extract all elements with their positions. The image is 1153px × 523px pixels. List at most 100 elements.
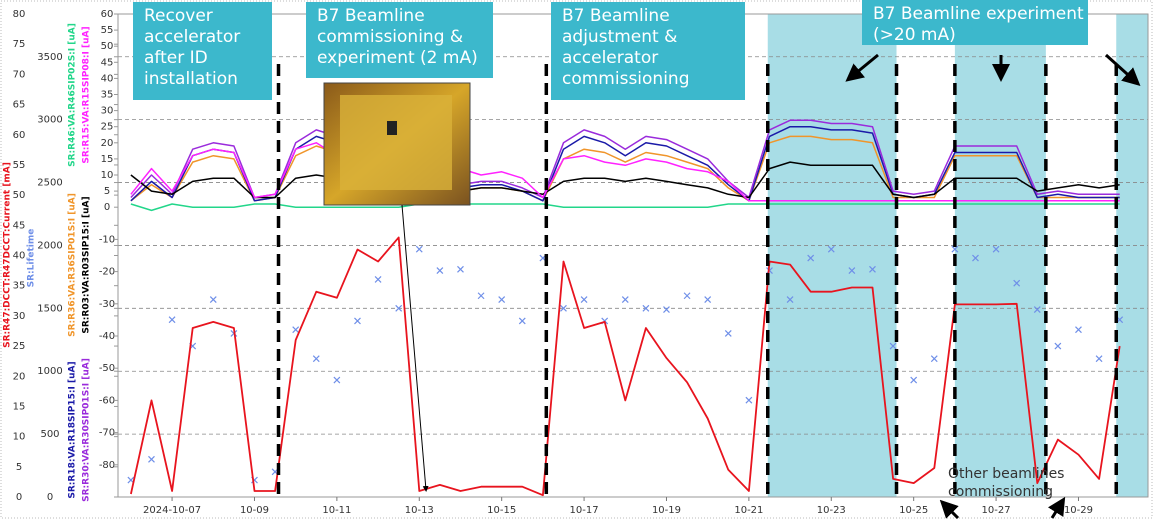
shaded-region	[954, 14, 1046, 497]
shaded-region	[767, 14, 897, 497]
y-tick-label: -70	[99, 428, 115, 439]
y-tick-label: 2000	[37, 240, 62, 251]
x-tick-label: 10-09	[240, 505, 269, 516]
scatter-point	[724, 330, 732, 337]
axis-label: SR:R46:VA:R46SIP02S:I [uA]	[68, 23, 78, 167]
y-tick-label: 50	[101, 41, 114, 52]
y-tick-label: 80	[13, 9, 26, 20]
note-text: commissioning	[948, 484, 1053, 500]
y-tick-label: 10	[13, 432, 26, 443]
scatter-point	[827, 245, 835, 253]
x-tick-label: 10-29	[1064, 505, 1093, 516]
annotation-box	[862, 0, 1088, 45]
y-tick-label: 5	[104, 186, 110, 197]
axis-label: SR:R47:DCCT:R47DCCT:Current [mA]	[3, 162, 13, 348]
axis-label: SR:R03:VA:R03SIP15:I [uA]	[82, 196, 92, 333]
annotation-text: B7 Beamline experiment	[873, 4, 1084, 24]
scatter-point	[436, 267, 444, 275]
shaded-region	[1116, 14, 1148, 497]
y-tick-label: 0	[47, 492, 53, 503]
scatter-point	[415, 245, 423, 253]
scatter-point	[745, 396, 753, 404]
y-tick-label: 55	[101, 25, 114, 36]
y-tick-label: 20	[101, 138, 114, 149]
y-tick-label: 50	[13, 190, 26, 201]
y-tick-label: 60	[13, 130, 26, 141]
y-tick-label: -40	[99, 331, 115, 342]
scatter-point	[168, 316, 176, 324]
note-text: Other beamlines	[948, 466, 1064, 482]
annotation-text: commissioning	[562, 69, 690, 89]
y-tick-label: 500	[40, 429, 59, 440]
y-tick-label: 2500	[37, 178, 62, 189]
y-tick-label: 40	[13, 251, 26, 262]
scatter-point	[477, 292, 485, 300]
scatter-point	[1054, 342, 1062, 350]
y-tick-label: 65	[13, 100, 26, 111]
y-tick-label: -10	[99, 234, 115, 245]
scatter-point	[498, 296, 506, 303]
y-tick-label: 3000	[37, 115, 62, 126]
scatter-point	[457, 265, 464, 273]
scatter-point	[930, 355, 938, 363]
y-tick-label: -60	[99, 395, 115, 406]
axis-label: SR:R30:VA:R30SIP01S:I [uA]	[82, 358, 92, 502]
y-tick-label: 60	[101, 9, 114, 20]
annotation-box	[133, 2, 272, 100]
y-tick-label: 25	[101, 122, 114, 133]
annotation-text: adjustment &	[562, 27, 677, 47]
y-tick-label: 30	[101, 106, 114, 117]
scatter-point	[972, 254, 979, 262]
y-tick-label: -30	[99, 299, 115, 310]
y-tick-label: 0	[16, 492, 22, 503]
series-line	[130, 135, 1120, 202]
y-tick-label: 35	[101, 90, 114, 101]
y-tick-label: 1000	[37, 366, 62, 377]
series-line	[130, 236, 1121, 497]
scatter-point	[704, 296, 712, 303]
y-tick-label: 1500	[37, 303, 62, 314]
scatter-point	[292, 326, 300, 334]
x-tick-label: 10-23	[817, 505, 846, 516]
annotation-box	[306, 2, 493, 78]
annotation-text: accelerator	[562, 48, 658, 68]
scatter-point	[992, 245, 1000, 253]
scatter-point	[642, 304, 650, 312]
annotation-text: after ID	[144, 48, 208, 68]
y-tick-label: 15	[101, 154, 114, 165]
x-tick-label: 10-21	[734, 505, 763, 516]
x-tick-label: 10-25	[899, 505, 928, 516]
scatter-point	[889, 342, 897, 350]
scatter-point	[148, 455, 155, 463]
y-tick-label: 10	[101, 170, 114, 181]
x-tick-label: 10-11	[322, 505, 351, 516]
axis-label: SR:R18:VA:R18SIP15:I [uA]	[68, 361, 78, 498]
scatter-point	[1013, 279, 1021, 287]
scatter-point	[910, 376, 918, 384]
scatter-point	[1075, 326, 1082, 334]
x-tick-label: 10-13	[405, 505, 434, 516]
arrows	[845, 53, 1141, 520]
scatter-point	[683, 292, 691, 300]
axis-label: SR:Lifetime	[27, 229, 37, 288]
y-tick-label: 15	[13, 401, 26, 412]
y-tick-label: 55	[13, 160, 26, 171]
scatter-point	[1033, 306, 1041, 314]
scatter-point	[333, 376, 341, 384]
y-tick-label: 35	[13, 281, 26, 292]
y-tick-label: 0	[104, 202, 110, 213]
scatter-point	[395, 304, 403, 312]
x-tick-label: 10-15	[487, 505, 516, 516]
y-tick-label: 40	[101, 73, 114, 84]
y-tick-label: 30	[13, 311, 26, 322]
scatter-point	[374, 275, 382, 283]
annotation-text: B7 Beamline	[562, 6, 670, 26]
scatter-point	[786, 296, 794, 303]
annotation-text: commissioning &	[317, 27, 463, 47]
scatter-point	[354, 317, 361, 325]
y-tick-label: -20	[99, 267, 115, 278]
